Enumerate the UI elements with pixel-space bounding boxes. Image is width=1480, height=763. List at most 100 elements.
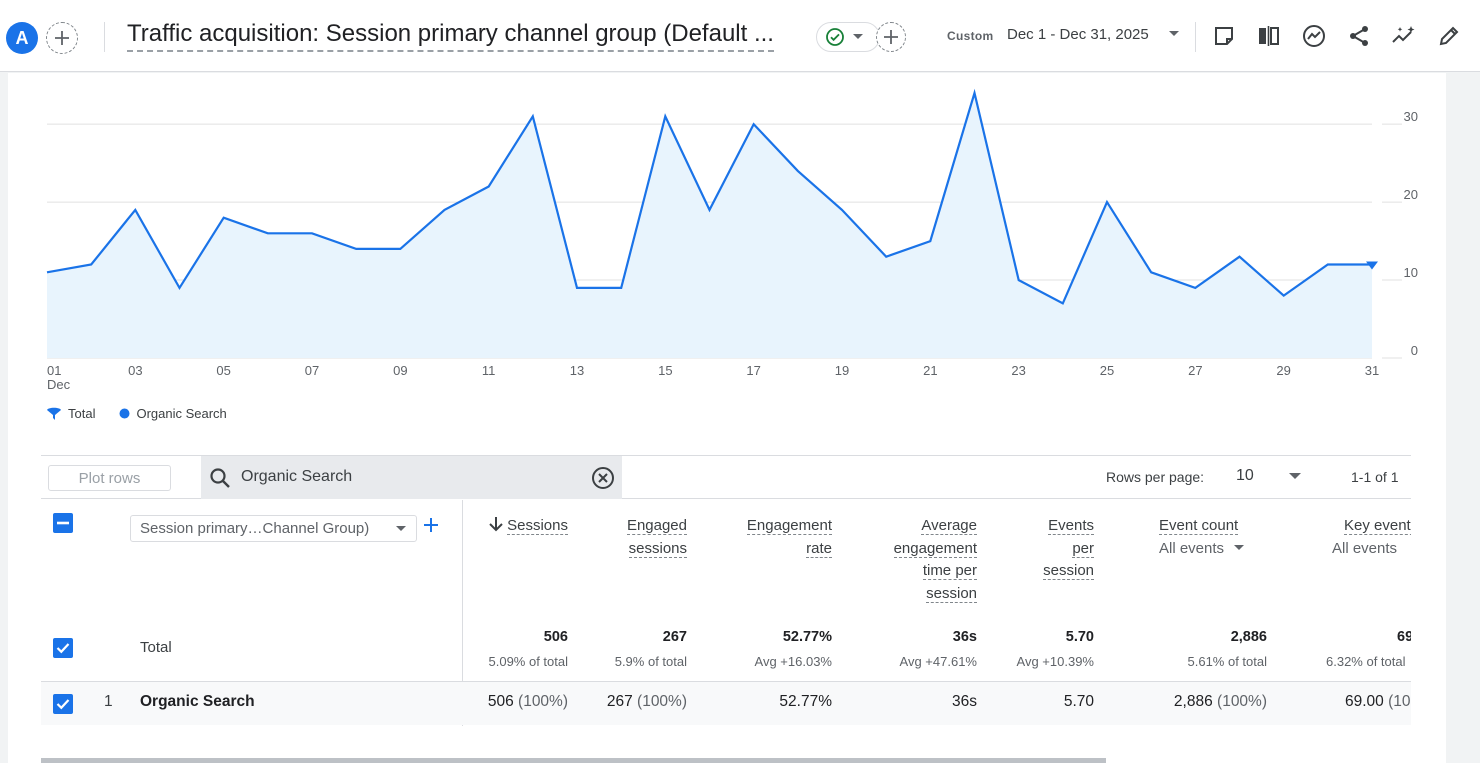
- add-filter-button[interactable]: [876, 22, 906, 52]
- insights-note-button[interactable]: [1210, 22, 1238, 50]
- col-event-count[interactable]: Event count All events: [1159, 515, 1245, 560]
- date-dropdown-icon[interactable]: [1168, 30, 1180, 38]
- share-button[interactable]: [1345, 22, 1373, 50]
- date-range-picker[interactable]: Dec 1 - Dec 31, 2025: [1007, 26, 1149, 43]
- y-tick-label: 20: [1404, 187, 1418, 202]
- total-label: Total: [140, 639, 172, 656]
- row-dimension-value[interactable]: Organic Search: [140, 693, 255, 710]
- total-value: 69.00: [1397, 629, 1411, 645]
- col-sessions[interactable]: Sessions: [489, 515, 568, 538]
- rows-dropdown-icon[interactable]: [1289, 473, 1301, 480]
- x-tick-label: 27: [1188, 363, 1202, 378]
- row-events-per-session: 5.70: [1063, 693, 1094, 710]
- x-tick-label: 07: [305, 363, 319, 378]
- col-label: session: [926, 584, 977, 603]
- chart-legend: Total Organic Search: [46, 406, 227, 421]
- date-preset-label[interactable]: Custom: [947, 29, 994, 43]
- col-engagement-rate[interactable]: Engagement rate: [746, 515, 832, 560]
- cell-pct: (100%): [1217, 693, 1267, 710]
- table-toolbar: Plot rows Rows per page: 10 1-1 of 1: [41, 455, 1411, 499]
- total-key-events: 69.00 6.32% of total: [1326, 627, 1411, 672]
- x-tick-label: 29: [1276, 363, 1290, 378]
- comparison-avatar[interactable]: A: [6, 22, 38, 54]
- col-sessions-label: Sessions: [507, 517, 568, 535]
- header-divider: [104, 22, 105, 52]
- total-sub: 5.9% of total: [614, 654, 687, 669]
- edit-icon: [1439, 26, 1459, 46]
- dimension-select-label: Session primary…Channel Group): [140, 520, 370, 537]
- search-input[interactable]: [241, 462, 581, 492]
- chevron-down-icon[interactable]: [1234, 544, 1245, 551]
- x-tick-label: 09: [393, 363, 407, 378]
- indeterminate-icon: [57, 521, 69, 525]
- table-row[interactable]: [41, 681, 1411, 725]
- select-all-checkbox[interactable]: [53, 513, 73, 533]
- total-row-checkbox[interactable]: [53, 638, 73, 658]
- row-number: 1: [104, 693, 113, 710]
- pagination-label: 1-1 of 1: [1351, 469, 1399, 485]
- y-tick-label: 10: [1404, 265, 1418, 280]
- edit-report-button[interactable]: [1435, 22, 1463, 50]
- x-tick-label: 17: [746, 363, 760, 378]
- compare-button[interactable]: [1255, 22, 1283, 50]
- last-point-marker: [1366, 261, 1378, 270]
- col-events-per-session[interactable]: Events per session: [1043, 515, 1094, 583]
- col-label: sessions: [628, 539, 687, 558]
- cell-value: 2,886: [1173, 693, 1213, 710]
- col-label: rate: [806, 539, 832, 558]
- report-status-button[interactable]: [816, 22, 880, 52]
- total-value: 506: [543, 629, 568, 645]
- total-sub: Avg +47.61%: [899, 654, 977, 669]
- row-avg-engagement-time: 36s: [952, 693, 977, 710]
- total-value: 52.77%: [782, 629, 832, 645]
- x-tick-label: 15: [658, 363, 672, 378]
- cell-pct: (100%): [518, 693, 568, 710]
- sessions-line-chart: 0 10 20 30 01 03 05 07 09 11 13 15 17 19 21 23 25 27 29 31 D…: [46, 88, 1418, 392]
- col-key-events[interactable]: Key events All events: [1332, 515, 1411, 560]
- total-value: 5.70: [1065, 629, 1094, 645]
- insights-note-icon: [1215, 27, 1233, 45]
- key-event-filter-select[interactable]: All events: [1332, 539, 1398, 557]
- checkmark-icon: [56, 699, 70, 710]
- row-engagement-rate: 52.77%: [779, 693, 832, 710]
- y-tick-label: 0: [1411, 343, 1418, 358]
- x-month-label: Dec: [47, 377, 71, 392]
- col-label: Average: [921, 517, 977, 535]
- row-checkbox[interactable]: [53, 694, 73, 714]
- legend-total[interactable]: Total: [68, 406, 96, 421]
- checkmark-icon: [56, 643, 70, 654]
- add-comparison-button[interactable]: [46, 22, 78, 54]
- legend-organic-search[interactable]: Organic Search: [136, 406, 227, 421]
- trend-button[interactable]: [1300, 22, 1328, 50]
- row-key-events: 69.00 (100%): [1345, 693, 1411, 711]
- total-avg-engagement-time: 36s Avg +47.61%: [900, 627, 977, 672]
- total-sub: 5.61% of total: [1187, 654, 1268, 669]
- sparkle-insights-icon: [1392, 26, 1415, 43]
- add-dimension-icon[interactable]: [422, 516, 440, 534]
- total-value: 36s: [952, 629, 977, 645]
- rows-per-page-select[interactable]: 10: [1236, 467, 1254, 484]
- dimension-select[interactable]: Session primary…Channel Group): [130, 515, 417, 542]
- chevron-down-icon: [396, 526, 406, 531]
- col-label: engagement: [893, 539, 977, 558]
- cell-pct: (100%): [637, 693, 687, 710]
- total-engagement-rate: 52.77% Avg +16.03%: [755, 627, 832, 672]
- x-tick-label: 05: [216, 363, 230, 378]
- col-engaged-sessions[interactable]: Engaged sessions: [626, 515, 687, 560]
- insights-button[interactable]: [1390, 22, 1418, 50]
- report-card: 0 10 20 30 01 03 05 07 09 11 13 15 17 19 21 23 25 27 29 31 D…: [8, 73, 1446, 763]
- row-event-count: 2,886 (100%): [1174, 693, 1267, 711]
- plot-rows-button[interactable]: Plot rows: [48, 465, 171, 491]
- total-event-count: 2,886 5.61% of total: [1188, 627, 1268, 672]
- row-sessions: 506 (100%): [488, 693, 568, 711]
- clear-search-icon[interactable]: [591, 466, 615, 490]
- event-filter-select[interactable]: All events: [1159, 539, 1225, 557]
- x-tick-label: 13: [570, 363, 584, 378]
- horizontal-scrollbar[interactable]: [41, 758, 1106, 763]
- page-title[interactable]: Traffic acquisition: Session primary cha…: [127, 18, 774, 52]
- col-label: session: [1043, 562, 1094, 580]
- total-value: 2,886: [1230, 629, 1267, 645]
- cell-pct: (100%): [1388, 693, 1411, 710]
- col-avg-engagement-time[interactable]: Average engagement time per session: [893, 515, 977, 605]
- header-divider: [1195, 22, 1196, 52]
